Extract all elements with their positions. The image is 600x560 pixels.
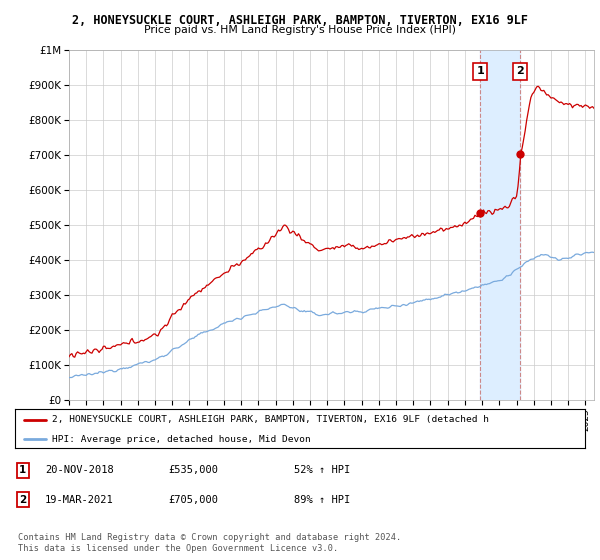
Text: £535,000: £535,000 [168, 465, 218, 475]
Text: 2, HONEYSUCKLE COURT, ASHLEIGH PARK, BAMPTON, TIVERTON, EX16 9LF: 2, HONEYSUCKLE COURT, ASHLEIGH PARK, BAM… [72, 14, 528, 27]
Text: 19-MAR-2021: 19-MAR-2021 [45, 494, 114, 505]
Text: Price paid vs. HM Land Registry's House Price Index (HPI): Price paid vs. HM Land Registry's House … [144, 25, 456, 35]
Text: 1: 1 [476, 67, 484, 76]
Text: 20-NOV-2018: 20-NOV-2018 [45, 465, 114, 475]
Text: 1: 1 [19, 465, 26, 475]
Bar [480, 50, 520, 400]
Text: 2: 2 [19, 494, 26, 505]
Text: 2, HONEYSUCKLE COURT, ASHLEIGH PARK, BAMPTON, TIVERTON, EX16 9LF (detached h: 2, HONEYSUCKLE COURT, ASHLEIGH PARK, BAM… [52, 416, 489, 424]
Text: HPI: Average price, detached house, Mid Devon: HPI: Average price, detached house, Mid … [52, 435, 311, 444]
Text: 52% ↑ HPI: 52% ↑ HPI [294, 465, 350, 475]
Text: 2: 2 [517, 67, 524, 76]
Text: 89% ↑ HPI: 89% ↑ HPI [294, 494, 350, 505]
Text: Contains HM Land Registry data © Crown copyright and database right 2024.
This d: Contains HM Land Registry data © Crown c… [18, 533, 401, 553]
Text: £705,000: £705,000 [168, 494, 218, 505]
